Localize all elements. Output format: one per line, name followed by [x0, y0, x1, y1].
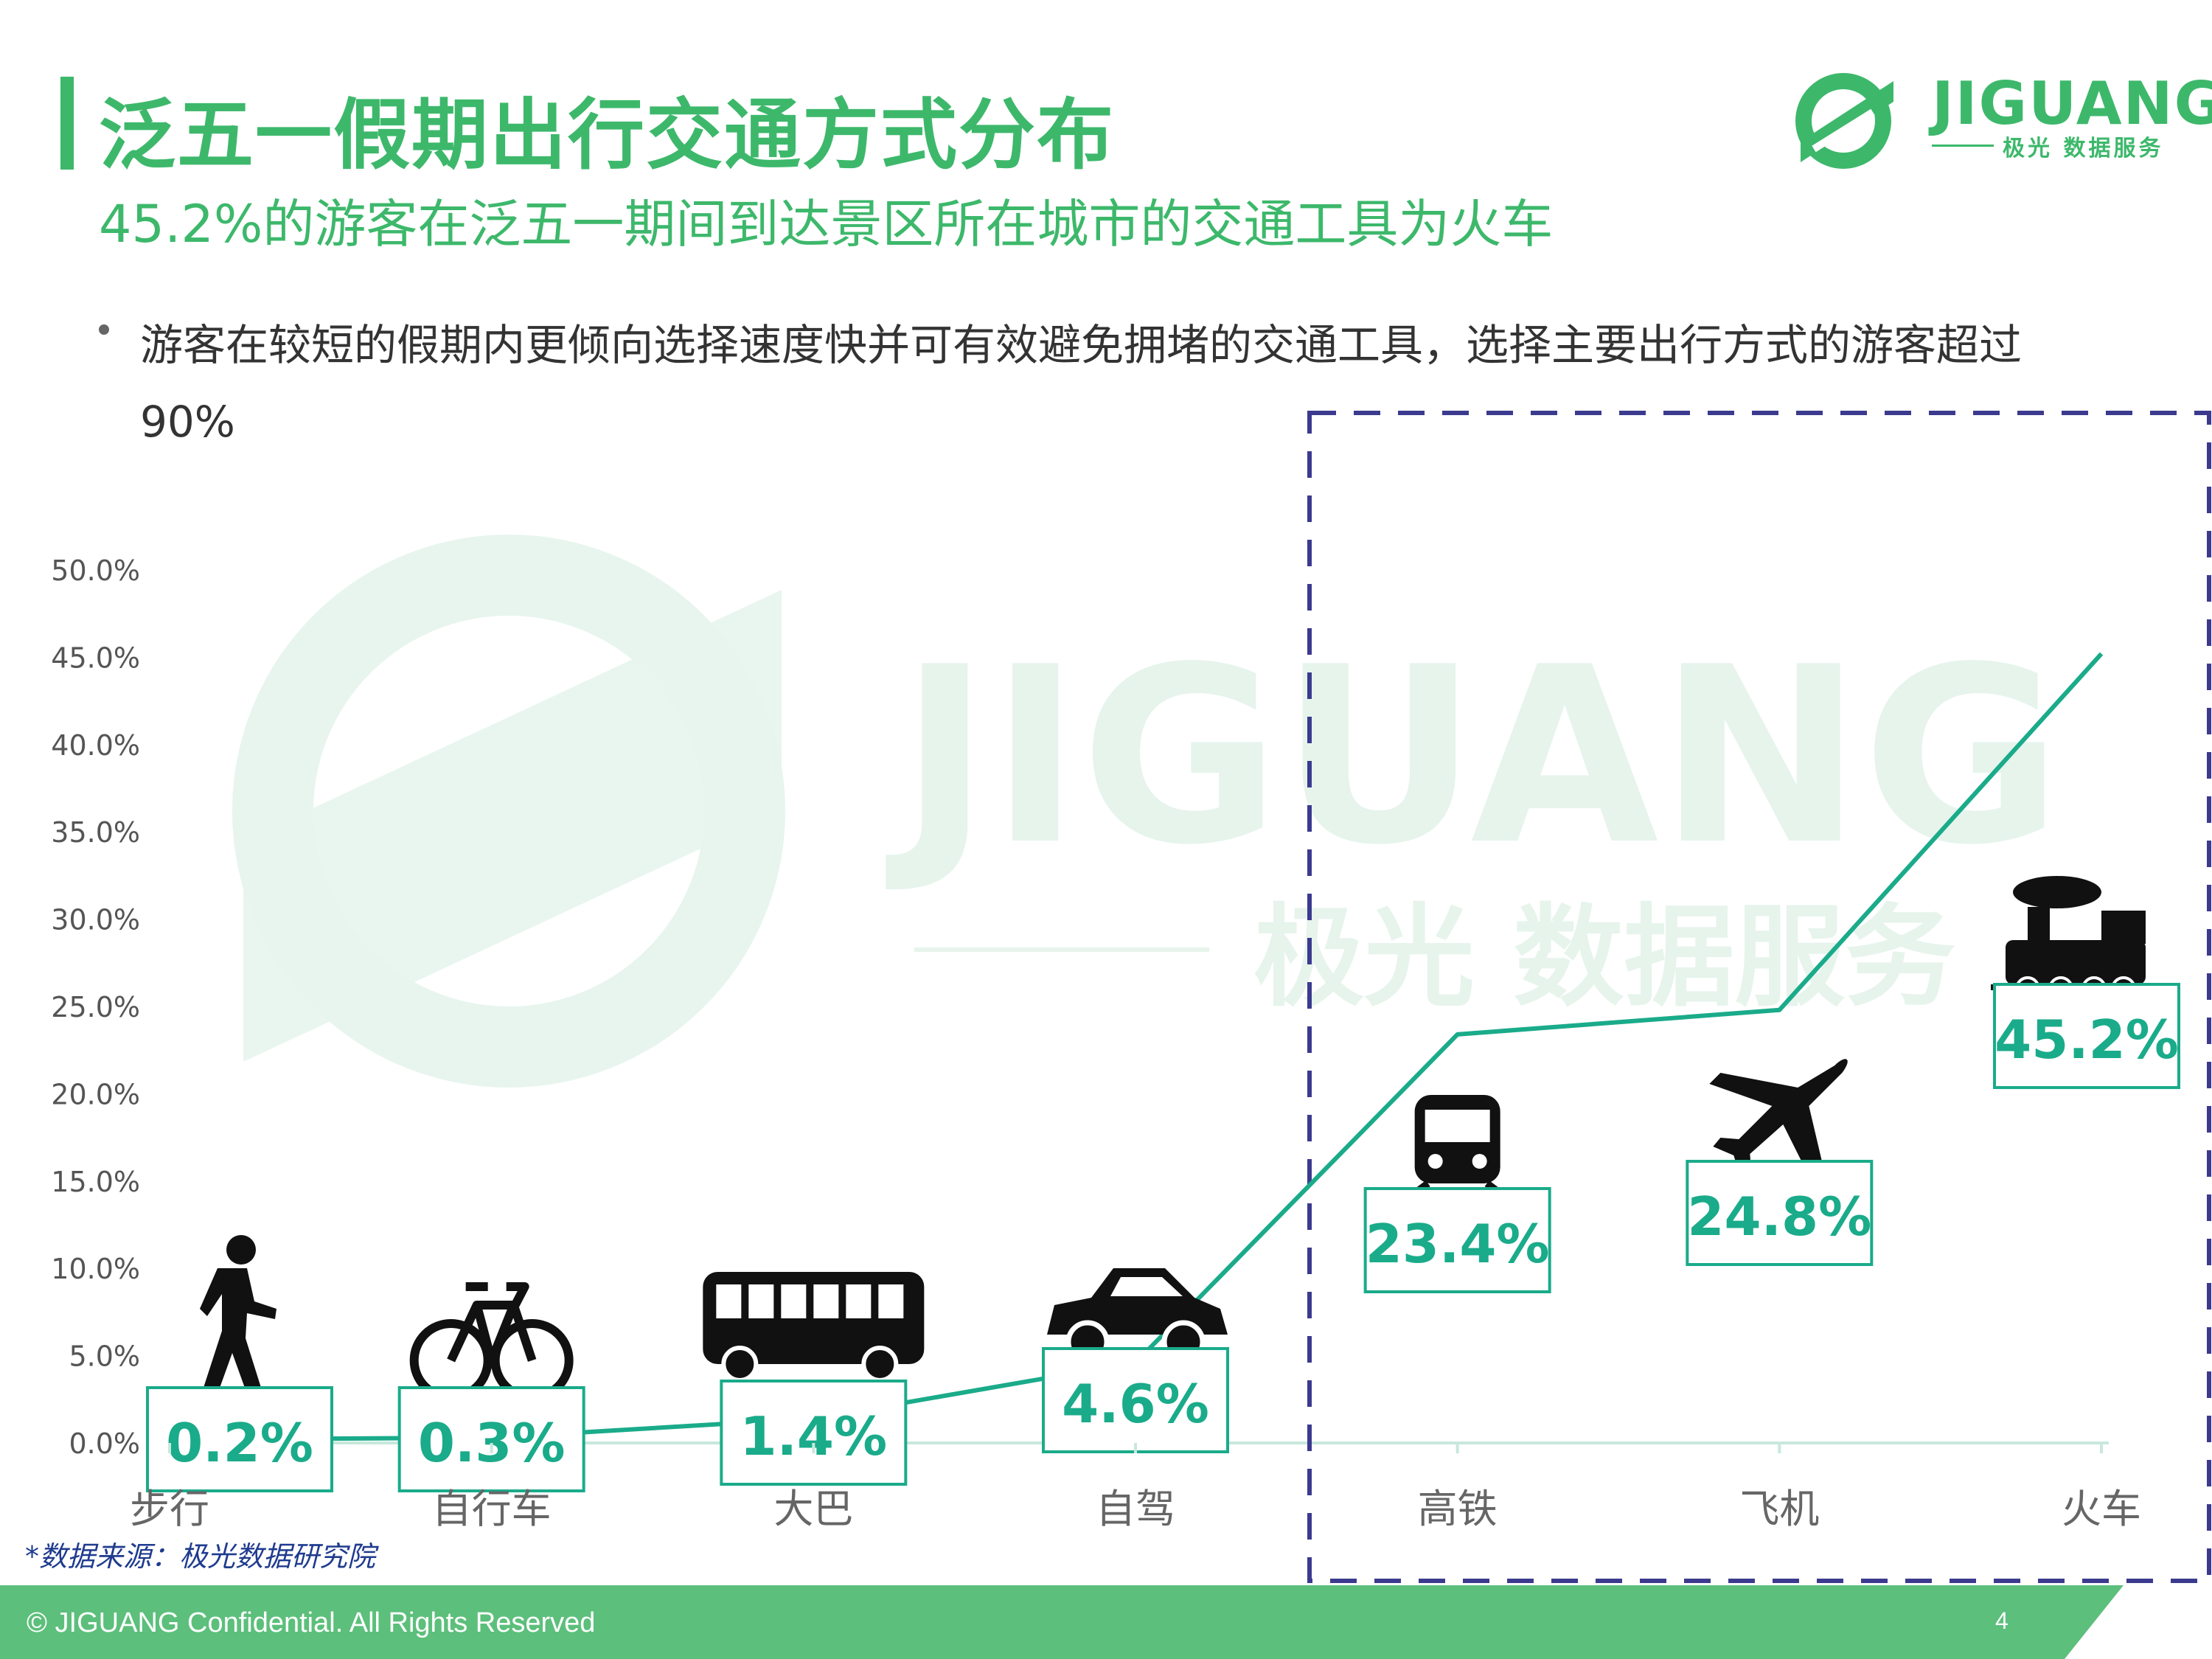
x-tick-label: 高铁 [1418, 1486, 1498, 1532]
data-label-box [720, 1380, 908, 1486]
data-label-box [1363, 1187, 1551, 1293]
y-tick-label: 20.0% [51, 1078, 140, 1110]
data-label-box [1993, 983, 2180, 1089]
x-tick-label: 自驾 [1096, 1486, 1175, 1532]
data-label: 0.2% [166, 1412, 313, 1474]
x-tick-label: 步行 [130, 1486, 209, 1532]
bus-icon [703, 1272, 925, 1382]
airplane-icon [1709, 1059, 1848, 1180]
y-tick-label: 50.0% [51, 554, 140, 587]
logo-subtitle: 极光 数据服务 [2003, 136, 2164, 161]
data-label-box [146, 1386, 333, 1492]
data-label: 1.4% [740, 1405, 887, 1467]
bullet-text: 游客在较短的假期内更倾向选择速度快并可有效避免拥堵的交通工具，选择主要出行方式的… [140, 320, 2023, 447]
watermark-divider [914, 947, 1209, 952]
data-label-box [1042, 1347, 1229, 1453]
footer-copyright: © JIGUANG Confidential. All Rights Reser… [27, 1607, 596, 1638]
x-tick-label: 自行车 [432, 1486, 552, 1532]
jiguang-logo-icon [1795, 73, 1893, 169]
data-source-note: *数据来源：极光数据研究院 [25, 1540, 376, 1573]
x-tick-label: 大巴 [773, 1486, 853, 1532]
highlight-box [1307, 411, 2211, 1583]
y-tick-label: 25.0% [51, 991, 140, 1023]
y-tick-label: 45.0% [51, 641, 140, 674]
logo-name: JIGUANG [1932, 69, 2212, 138]
y-axis-ticks: 0.0% 5.0% 10.0% 15.0% 20.0% 25.0% 30.0% 35.0% 40… [51, 554, 140, 1460]
data-label: 24.8% [1687, 1186, 1871, 1248]
data-label: 23.4% [1366, 1213, 1550, 1275]
watermark-subtext: 极光 数据服务 [1253, 894, 1955, 1022]
footer-bar [0, 1585, 2124, 1659]
logo-divider [1932, 145, 1994, 147]
y-tick-label: 5.0% [69, 1340, 140, 1373]
x-axis-labels: 步行 自行车 大巴 自驾 高铁 飞机 火车 [130, 1443, 2141, 1532]
y-tick-label: 10.0% [51, 1253, 140, 1285]
data-label-box [1686, 1160, 1874, 1266]
page-title: 泛五一假期出行交通方式分布 [99, 90, 1116, 180]
x-tick-label: 飞机 [1739, 1486, 1819, 1532]
watermark-logo-mark [243, 590, 782, 1062]
watermark-logo-ring [232, 535, 785, 1088]
data-label: 45.2% [1994, 1009, 2179, 1071]
bullet-dot [99, 324, 109, 335]
bicycle-icon [409, 1282, 574, 1402]
title-accent-bar [60, 77, 74, 170]
y-tick-label: 0.0% [69, 1427, 140, 1460]
walking-person-icon [200, 1235, 276, 1390]
data-labels: 0.2% 0.3% 1.4%4.6%23.4% 24.8%45.2% [146, 983, 2180, 1492]
watermark-text: JIGUANG [884, 615, 2062, 898]
data-label-box [397, 1386, 585, 1492]
steam-train-icon [1991, 876, 2153, 1001]
y-tick-label: 30.0% [51, 904, 140, 936]
page-number: 4 [1995, 1607, 2008, 1634]
y-tick-label: 15.0% [51, 1166, 140, 1198]
data-label: 4.6% [1062, 1373, 1209, 1435]
page-subtitle: 45.2%的游客在泛五一期间到达景区所在城市的交通工具为火车 [99, 194, 1554, 254]
y-tick-label: 35.0% [51, 816, 140, 849]
y-tick-label: 40.0% [51, 729, 140, 762]
x-tick-label: 火车 [2062, 1486, 2141, 1532]
category-icons [200, 876, 2153, 1402]
